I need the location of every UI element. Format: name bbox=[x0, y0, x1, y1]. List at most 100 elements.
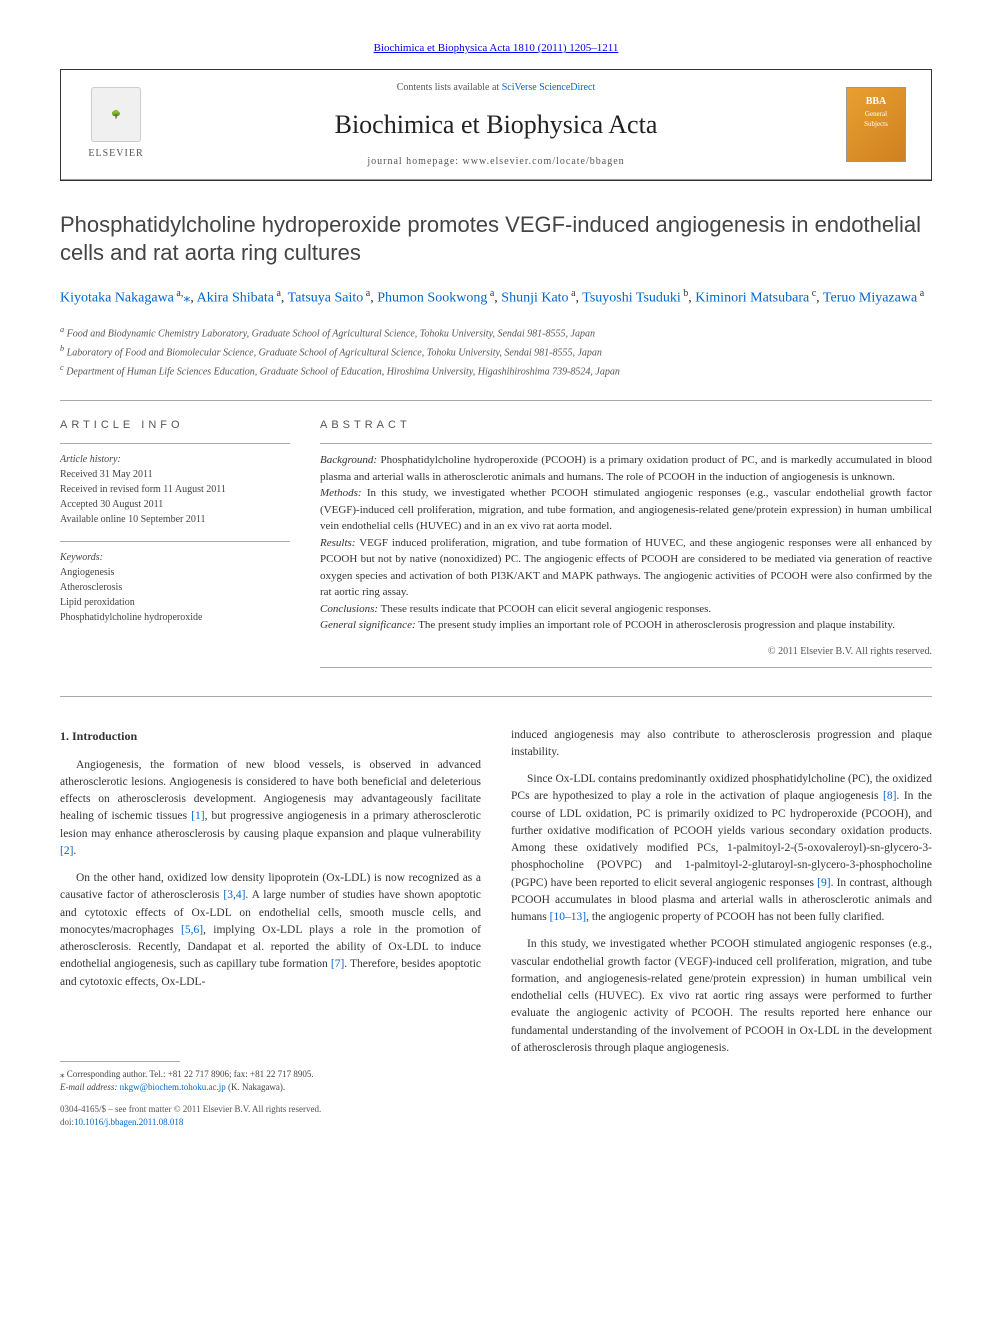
header-center: Contents lists available at SciVerse Sci… bbox=[151, 80, 841, 169]
corr-star: ⁎ bbox=[60, 1069, 65, 1079]
elsevier-text: ELSEVIER bbox=[88, 146, 143, 161]
body-col-left: 1. Introduction Angiogenesis, the format… bbox=[60, 727, 481, 1129]
sciencedirect-link[interactable]: SciVerse ScienceDirect bbox=[502, 82, 596, 93]
ref-link[interactable]: [2] bbox=[60, 845, 73, 857]
ref-link[interactable]: [5,6] bbox=[181, 924, 203, 936]
history-online: Available online 10 September 2011 bbox=[60, 512, 290, 527]
contents-line: Contents lists available at SciVerse Sci… bbox=[151, 80, 841, 95]
ref-link[interactable]: [1] bbox=[191, 810, 204, 822]
author-link[interactable]: Kiminori Matsubara bbox=[695, 290, 809, 305]
body-col-right: induced angiogenesis may also contribute… bbox=[511, 727, 932, 1129]
abs-results-label: Results: bbox=[320, 537, 355, 549]
keyword: Atherosclerosis bbox=[60, 580, 290, 595]
abstract-copyright: © 2011 Elsevier B.V. All rights reserved… bbox=[320, 644, 932, 659]
bba-logo-line1: BBA bbox=[866, 94, 887, 109]
contents-prefix: Contents lists available at bbox=[397, 82, 502, 93]
divider bbox=[60, 696, 932, 697]
divider bbox=[60, 400, 932, 401]
intro-p4: In this study, we investigated whether P… bbox=[511, 936, 932, 1057]
article-info-heading: ARTICLE INFO bbox=[60, 417, 290, 434]
bba-cover-icon: BBA General Subjects bbox=[846, 87, 906, 162]
article-info-col: ARTICLE INFO Article history: Received 3… bbox=[60, 417, 290, 676]
corresponding-star-link[interactable]: ⁎ bbox=[183, 290, 190, 305]
affiliations-block: a Food and Biodynamic Chemistry Laborato… bbox=[60, 324, 932, 380]
author-link[interactable]: Kiyotaka Nakagawa bbox=[60, 290, 174, 305]
elsevier-tree-icon: 🌳 bbox=[91, 87, 141, 142]
journal-header-box: 🌳 ELSEVIER Contents lists available at S… bbox=[60, 69, 932, 181]
author-link[interactable]: Teruo Miyazawa bbox=[823, 290, 917, 305]
ref-link[interactable]: [8] bbox=[883, 790, 896, 802]
keyword: Phosphatidylcholine hydroperoxide bbox=[60, 610, 290, 625]
abs-bg-label: Background: bbox=[320, 454, 377, 466]
divider bbox=[60, 443, 290, 444]
ref-link[interactable]: [3,4] bbox=[223, 889, 245, 901]
abstract-col: ABSTRACT Background: Phosphatidylcholine… bbox=[320, 417, 932, 676]
author-affil: a bbox=[569, 288, 576, 299]
author-link[interactable]: Akira Shibata bbox=[197, 290, 274, 305]
author-affil: a bbox=[917, 288, 924, 299]
author-link[interactable]: Phumon Sookwong bbox=[377, 290, 487, 305]
keyword: Lipid peroxidation bbox=[60, 595, 290, 610]
intro-p3: Since Ox-LDL contains predominantly oxid… bbox=[511, 771, 932, 926]
intro-p1: Angiogenesis, the formation of new blood… bbox=[60, 757, 481, 861]
author-link[interactable]: Tsuyoshi Tsuduki bbox=[582, 290, 681, 305]
affiliation-b: b Laboratory of Food and Biomolecular Sc… bbox=[60, 343, 932, 360]
abs-sig-label: General significance: bbox=[320, 619, 416, 631]
journal-name: Biochimica et Biophysica Acta bbox=[151, 105, 841, 144]
body-columns: 1. Introduction Angiogenesis, the format… bbox=[60, 727, 932, 1129]
info-abstract-row: ARTICLE INFO Article history: Received 3… bbox=[60, 417, 932, 676]
author-affil: c bbox=[809, 288, 816, 299]
intro-heading: 1. Introduction bbox=[60, 727, 481, 745]
affiliation-c: c Department of Human Life Sciences Educ… bbox=[60, 362, 932, 379]
elsevier-logo-block: 🌳 ELSEVIER bbox=[81, 84, 151, 164]
affiliation-a: a Food and Biodynamic Chemistry Laborato… bbox=[60, 324, 932, 341]
author-affil: a bbox=[274, 288, 281, 299]
abs-sig: The present study implies an important r… bbox=[418, 619, 895, 631]
author-link[interactable]: Shunji Kato bbox=[501, 290, 568, 305]
history-label: Article history: bbox=[60, 452, 290, 467]
homepage-line: journal homepage: www.elsevier.com/locat… bbox=[151, 154, 841, 169]
history-received: Received 31 May 2011 bbox=[60, 467, 290, 482]
journal-citation: Biochimica et Biophysica Acta 1810 (2011… bbox=[60, 40, 932, 57]
keyword: Angiogenesis bbox=[60, 565, 290, 580]
doi-line: doi:10.1016/j.bbagen.2011.08.018 bbox=[60, 1116, 481, 1129]
citation-link[interactable]: Biochimica et Biophysica Acta 1810 (2011… bbox=[374, 42, 619, 54]
divider bbox=[60, 541, 290, 542]
history-revised: Received in revised form 11 August 2011 bbox=[60, 482, 290, 497]
abs-concl: These results indicate that PCOOH can el… bbox=[381, 603, 712, 615]
author-link[interactable]: Tatsuya Saito bbox=[288, 290, 364, 305]
homepage-url: www.elsevier.com/locate/bbagen bbox=[463, 156, 625, 167]
email-link[interactable]: nkgw@biochem.tohoku.ac.jp bbox=[120, 1082, 226, 1092]
bba-logo-line2: General bbox=[865, 109, 887, 120]
abstract-text: Background: Phosphatidylcholine hydroper… bbox=[320, 452, 932, 634]
homepage-prefix: journal homepage: bbox=[367, 156, 462, 167]
email-label: E-mail address: bbox=[60, 1082, 117, 1092]
abs-results: VEGF induced proliferation, migration, a… bbox=[320, 537, 932, 599]
bba-cover-block: BBA General Subjects bbox=[841, 84, 911, 164]
ref-link[interactable]: [10–13] bbox=[550, 911, 586, 923]
abs-bg: Phosphatidylcholine hydroperoxide (PCOOH… bbox=[320, 454, 932, 483]
corr-text: Corresponding author. Tel.: +81 22 717 8… bbox=[67, 1069, 314, 1079]
history-block: Article history: Received 31 May 2011 Re… bbox=[60, 452, 290, 527]
article-title: Phosphatidylcholine hydroperoxide promot… bbox=[60, 211, 932, 268]
ref-link[interactable]: [9] bbox=[817, 877, 830, 889]
doi-block: 0304-4165/$ – see front matter © 2011 El… bbox=[60, 1103, 481, 1128]
keywords-block: Keywords: Angiogenesis Atherosclerosis L… bbox=[60, 550, 290, 625]
header-row: 🌳 ELSEVIER Contents lists available at S… bbox=[61, 70, 931, 180]
author-affil: a bbox=[487, 288, 494, 299]
bba-logo-line3: Subjects bbox=[864, 119, 888, 130]
abs-concl-label: Conclusions: bbox=[320, 603, 378, 615]
author-affil: b bbox=[681, 288, 689, 299]
corresponding-footnote: ⁎ Corresponding author. Tel.: +81 22 717… bbox=[60, 1068, 481, 1093]
abstract-heading: ABSTRACT bbox=[320, 417, 932, 434]
authors-line: Kiyotaka Nakagawa a,⁎, Akira Shibata a, … bbox=[60, 286, 932, 310]
history-accepted: Accepted 30 August 2011 bbox=[60, 497, 290, 512]
email-name: (K. Nakagawa). bbox=[228, 1082, 285, 1092]
author-affil: a, bbox=[174, 288, 183, 299]
author-affil: a bbox=[363, 288, 370, 299]
divider bbox=[320, 667, 932, 668]
doi-link[interactable]: 10.1016/j.bbagen.2011.08.018 bbox=[74, 1117, 183, 1127]
ref-link[interactable]: [7] bbox=[331, 958, 344, 970]
intro-p2: On the other hand, oxidized low density … bbox=[60, 870, 481, 991]
abs-methods: In this study, we investigated whether P… bbox=[320, 487, 932, 532]
